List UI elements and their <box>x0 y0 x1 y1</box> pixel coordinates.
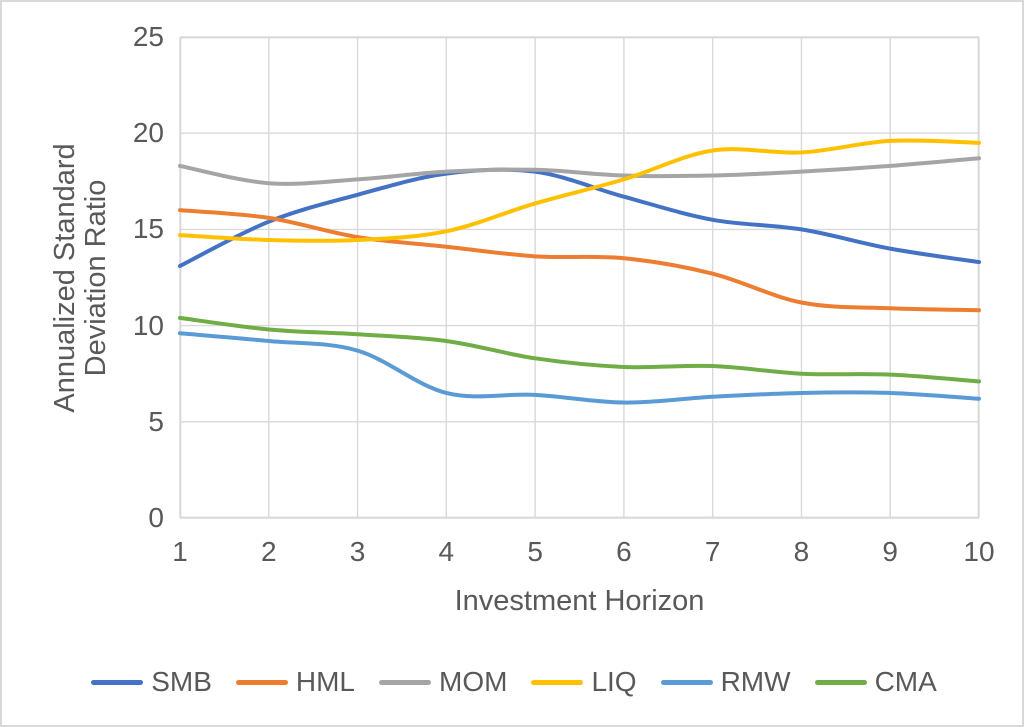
legend-label-rmw: RMW <box>720 666 791 697</box>
legend-label-mom: MOM <box>439 666 508 697</box>
legend-item-mom: MOM <box>379 666 507 698</box>
legend-swatch-smb <box>91 679 144 685</box>
x-tick-label-9: 9 <box>882 536 898 567</box>
legend-item-rmw: RMW <box>660 666 791 698</box>
series-line-hml <box>178 208 981 313</box>
x-tick-label-5: 5 <box>527 536 543 567</box>
plot-area <box>178 36 981 519</box>
legend-swatch-liq <box>531 679 584 685</box>
legend-swatch-hml <box>235 679 288 685</box>
legend-label-smb: SMB <box>151 666 212 697</box>
legend-label-cma: CMA <box>874 666 937 697</box>
x-tick-label-10: 10 <box>963 536 995 567</box>
chart-legend: SMB HML MOM LIQ RMW CMA <box>2 662 1022 702</box>
legend-swatch-mom <box>379 679 431 685</box>
y-tick-label-20: 20 <box>132 117 164 149</box>
gridlines <box>179 36 980 519</box>
x-tick-label-6: 6 <box>616 536 632 567</box>
y-axis-title: Annualized Standard Deviation Ratio <box>49 28 114 528</box>
y-tick-label-0: 0 <box>148 502 164 533</box>
x-tick-label-7: 7 <box>704 536 721 567</box>
x-tick-label-1: 1 <box>172 536 188 567</box>
x-axis-title: Investment Horizon <box>454 585 705 617</box>
legend-item-liq: LIQ <box>531 666 637 698</box>
legend-swatch-cma <box>814 679 867 685</box>
legend-item-cma: CMA <box>814 666 937 698</box>
series-line-rmw <box>178 331 981 405</box>
series-line-mom <box>178 156 981 186</box>
series-line-liq <box>178 138 981 243</box>
y-tick-label-5: 5 <box>148 405 164 437</box>
series-line-cma <box>178 315 981 384</box>
legend-swatch-rmw <box>660 679 713 685</box>
legend-label-liq: LIQ <box>591 666 637 697</box>
y-tick-label-10: 10 <box>132 309 164 341</box>
y-tick-label-15: 15 <box>132 213 164 245</box>
x-tick-label-2: 2 <box>260 536 277 567</box>
x-tick-label-3: 3 <box>349 536 366 567</box>
legend-item-hml: HML <box>235 666 355 698</box>
x-tick-label-8: 8 <box>793 536 810 567</box>
legend-item-smb: SMB <box>91 666 212 698</box>
legend-label-hml: HML <box>295 666 355 697</box>
x-tick-label-4: 4 <box>438 536 455 567</box>
series-line-smb <box>178 167 981 268</box>
y-axis-title-line1: Annualized Standard <box>49 143 81 413</box>
y-tick-label-25: 25 <box>132 21 164 52</box>
y-axis-title-line2: Deviation Ratio <box>80 179 112 377</box>
